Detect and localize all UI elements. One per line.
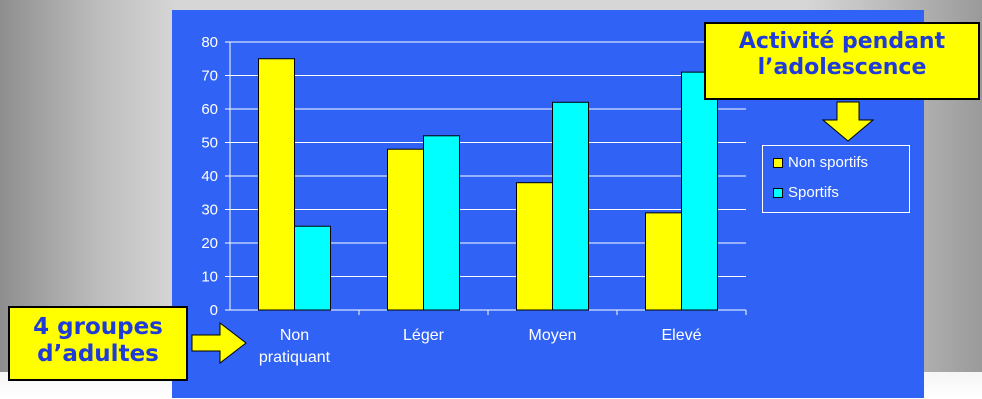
x-tick-label: Léger <box>403 327 445 344</box>
y-tick-label: 60 <box>201 101 218 118</box>
legend-item-sportifs: Sportifs <box>773 184 839 201</box>
y-tick-label: 80 <box>201 34 218 51</box>
adult-groups-callout: 4 groupes d’adultes <box>8 306 188 381</box>
legend-item-non-sportifs: Non sportifs <box>773 154 868 171</box>
bar-non-sportifs-1 <box>387 148 424 311</box>
y-tick-label: 20 <box>201 235 218 252</box>
x-tick-label: Moyen <box>528 327 576 344</box>
x-tick-label: Elevé <box>661 327 701 344</box>
y-tick-label: 40 <box>201 168 218 185</box>
legend: Non sportifs Sportifs <box>762 145 910 213</box>
bar-chart: 0 10 20 30 40 50 60 70 80 Non pratiquant Léger Moyen… <box>201 34 747 366</box>
activity-callout-line-2: l’adolescence <box>757 54 927 80</box>
legend-swatch-non-sportifs <box>773 157 783 168</box>
y-tick-label: 70 <box>201 68 218 85</box>
activity-adolescence-callout: Activité pendant l’adolescence <box>704 22 980 100</box>
groups-callout-line-1: 4 groupes <box>33 314 163 340</box>
x-tick-label: Non pratiquant <box>259 327 331 366</box>
bar-sportifs-2 <box>552 101 589 311</box>
bar-sportifs-1 <box>423 135 460 311</box>
y-tick-label: 10 <box>201 269 218 286</box>
bar-non-sportifs-0 <box>258 58 295 311</box>
bar-non-sportifs-2 <box>516 182 553 311</box>
bar-sportifs-0 <box>294 225 331 311</box>
y-tick-label: 0 <box>210 302 218 319</box>
bar-non-sportifs-3 <box>645 212 682 311</box>
activity-callout-line-1: Activité pendant <box>738 29 946 54</box>
legend-label-non-sportifs: Non sportifs <box>788 154 869 171</box>
legend-label-sportifs: Sportifs <box>788 184 839 201</box>
groups-callout-line-2: d’adultes <box>37 341 159 368</box>
y-tick-label: 50 <box>201 135 218 152</box>
y-tick-label: 30 <box>201 202 218 219</box>
bar-sportifs-3 <box>681 71 718 311</box>
legend-swatch-sportifs <box>773 187 783 198</box>
